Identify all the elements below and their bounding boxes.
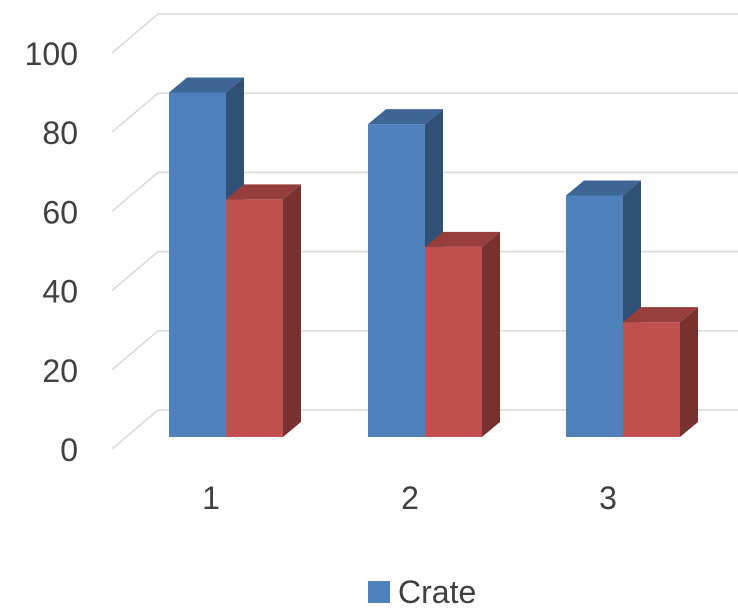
- bar-top-2-1: [226, 184, 301, 200]
- bar-front-1-2: [368, 124, 425, 437]
- gridline-connector-0: [111, 409, 159, 450]
- x-tick-label-2: 2: [401, 480, 419, 516]
- bar-2-2: [425, 231, 500, 437]
- y-tick-label-3: 60: [42, 194, 78, 230]
- bar-2-1: [226, 184, 301, 437]
- bar-top-1-1: [169, 77, 244, 93]
- legend-label-crate: Crate: [398, 574, 477, 610]
- x-axis-tick-labels: 1 2 3: [202, 480, 617, 516]
- bar-top-2-3: [623, 307, 698, 323]
- y-axis-tick-labels: 0 20 40 60 80 100: [25, 36, 78, 468]
- bar-side-2-2: [482, 231, 500, 437]
- gridline-connector-1: [111, 330, 159, 371]
- bar-top-1-2: [368, 109, 443, 125]
- x-tick-label-1: 1: [202, 480, 220, 516]
- bar-side-2-3: [680, 307, 698, 437]
- bar-front-2-1: [226, 199, 283, 437]
- y-tick-label-4: 80: [42, 115, 78, 151]
- legend-swatch-crate: [368, 581, 390, 603]
- gridline-connector-5: [111, 13, 159, 54]
- bars: [169, 77, 698, 437]
- gridline-connector-2: [111, 251, 159, 292]
- bar-top-1-3: [566, 180, 641, 196]
- bar-front-1-1: [169, 92, 226, 437]
- gridline-connector-3: [111, 171, 159, 212]
- y-tick-label-1: 20: [42, 353, 78, 389]
- bar-2-3: [623, 307, 698, 437]
- bar-side-2-1: [283, 184, 301, 437]
- bar-front-1-3: [566, 195, 623, 437]
- y-tick-label-0: 0: [60, 432, 78, 468]
- gridline-connector-4: [111, 92, 159, 133]
- bar-front-2-3: [623, 322, 680, 437]
- y-tick-label-5: 100: [25, 36, 78, 72]
- x-tick-label-3: 3: [599, 480, 617, 516]
- legend: Crate: [368, 572, 476, 612]
- bar-top-2-2: [425, 231, 500, 247]
- y-tick-label-2: 40: [42, 274, 78, 310]
- bar-front-2-2: [425, 246, 482, 437]
